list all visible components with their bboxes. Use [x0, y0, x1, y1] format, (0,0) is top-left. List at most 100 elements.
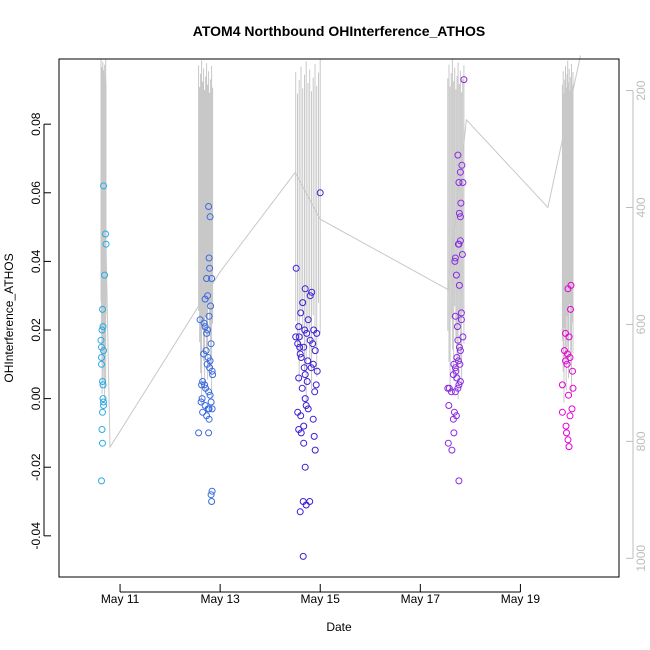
- y2-tick-label: 800: [634, 431, 648, 451]
- data-point: [455, 343, 463, 351]
- data-point: [205, 388, 213, 396]
- data-point: [455, 281, 463, 289]
- data-point: [99, 439, 106, 447]
- y2-tick-label: 400: [634, 197, 648, 217]
- data-point: [297, 429, 305, 437]
- y2-tick-label: 200: [634, 80, 648, 100]
- data-point: [205, 312, 213, 320]
- data-point: [102, 240, 110, 248]
- data-point: [312, 381, 320, 389]
- data-point: [453, 323, 461, 331]
- data-point: [458, 251, 466, 258]
- data-point: [206, 264, 214, 272]
- data-point: [301, 463, 309, 471]
- data-point: [455, 477, 463, 485]
- data-point: [453, 374, 461, 382]
- data-point: [203, 275, 211, 282]
- data-point: [454, 151, 462, 159]
- data-point: [206, 391, 214, 399]
- data-point: [205, 203, 213, 210]
- data-point: [297, 354, 305, 361]
- y2-tick-label: 1000: [634, 545, 648, 572]
- data-point: [99, 408, 106, 416]
- data-point: [98, 477, 105, 485]
- data-point: [299, 552, 307, 560]
- data-point: [558, 381, 566, 389]
- altitude-profile-spikes: [295, 59, 321, 402]
- y-axis-label: OHInterference_ATHOS: [2, 253, 16, 382]
- data-point: [298, 384, 306, 392]
- data-point: [301, 285, 309, 293]
- data-point: [99, 395, 107, 403]
- data-point: [569, 367, 576, 375]
- data-point: [310, 432, 318, 440]
- data-point: [197, 398, 205, 406]
- data-point: [301, 371, 309, 379]
- data-point: [454, 336, 462, 344]
- plot-frame: [58, 58, 620, 578]
- data-point: [198, 381, 206, 389]
- x-tick-label: May 15: [301, 592, 341, 606]
- data-point: [309, 360, 317, 368]
- data-point: [457, 199, 465, 207]
- data-point: [296, 508, 304, 516]
- data-point: [205, 429, 213, 437]
- data-point: [459, 179, 467, 186]
- data-point: [444, 384, 452, 392]
- data-point: [452, 271, 460, 279]
- data-point: [451, 312, 459, 320]
- x-tick-label: May 19: [501, 592, 541, 606]
- data-point: [295, 333, 303, 341]
- data-point: [304, 357, 312, 365]
- data-point: [565, 333, 573, 341]
- data-point: [456, 360, 464, 368]
- data-point: [300, 422, 308, 430]
- data-point: [569, 384, 577, 392]
- altitude-profile-spikes: [198, 60, 214, 404]
- data-point: [292, 264, 300, 272]
- data-point: [296, 343, 304, 351]
- data-point: [99, 378, 106, 385]
- data-point: [448, 446, 456, 454]
- data-point: [297, 309, 305, 317]
- data-point: [301, 326, 309, 334]
- data-point: [564, 436, 572, 444]
- data-point: [304, 405, 312, 413]
- data-point: [208, 487, 216, 495]
- data-point: [205, 415, 213, 423]
- x-tick-label: May 17: [401, 592, 441, 606]
- data-point: [204, 354, 212, 361]
- y-tick-label: 0.06: [29, 181, 43, 205]
- data-point: [196, 316, 204, 324]
- data-point: [199, 408, 207, 416]
- data-point: [208, 498, 216, 505]
- data-point: [100, 347, 107, 355]
- data-point: [563, 360, 571, 368]
- data-point: [203, 329, 211, 337]
- data-point: [97, 336, 105, 344]
- data-point: [303, 378, 311, 385]
- data-point: [295, 374, 303, 382]
- data-point: [199, 378, 207, 385]
- data-point: [206, 213, 214, 221]
- data-point: [300, 364, 308, 372]
- points-layer: [97, 76, 577, 560]
- data-point: [98, 326, 106, 334]
- data-point: [565, 443, 573, 451]
- data-point: [294, 340, 302, 348]
- data-point: [295, 323, 303, 331]
- data-point: [301, 395, 309, 403]
- data-point: [455, 179, 463, 186]
- altitude-profile-spikes: [561, 60, 574, 403]
- data-point: [449, 415, 457, 423]
- data-point: [207, 302, 215, 310]
- y-tick-label: 0.00: [29, 387, 43, 411]
- x-axis-label: Date: [326, 620, 352, 634]
- data-point: [207, 340, 215, 348]
- data-point: [313, 367, 321, 375]
- data-point: [208, 275, 216, 282]
- data-point: [99, 323, 107, 331]
- y-tick-label: -0.02: [29, 453, 43, 481]
- data-point: [308, 288, 316, 296]
- data-point: [100, 398, 107, 406]
